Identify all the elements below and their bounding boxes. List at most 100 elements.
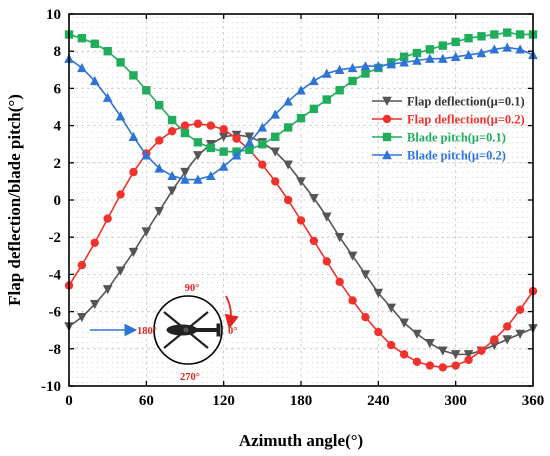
inset-label-180: 180° <box>137 326 157 337</box>
data-point <box>348 76 357 86</box>
legend-swatch-marker <box>382 132 392 142</box>
data-point <box>503 322 512 331</box>
data-point <box>451 361 460 370</box>
data-point <box>141 150 152 160</box>
data-point <box>193 151 203 161</box>
data-point <box>218 161 229 171</box>
data-point <box>193 119 203 128</box>
data-point <box>515 44 525 54</box>
legend-entry: Blade pitch(μ=0.2) <box>372 149 506 163</box>
data-point <box>116 58 125 67</box>
data-point <box>283 123 293 132</box>
data-point <box>296 113 306 123</box>
data-point <box>193 138 203 147</box>
data-point <box>270 147 281 157</box>
data-point <box>515 329 525 339</box>
legend-entry: Flap deflection(μ=0.2) <box>372 113 525 127</box>
data-point <box>128 131 139 141</box>
legend-entry: Flap deflection(μ=0.1) <box>372 95 525 109</box>
y-tick-label: -2 <box>49 230 62 246</box>
data-point <box>399 318 409 328</box>
legend: Flap deflection(μ=0.1) Flap deflection(μ=… <box>372 95 525 163</box>
data-point <box>206 121 215 130</box>
data-point <box>77 33 87 43</box>
helicopter-icon <box>163 311 221 349</box>
data-point <box>334 64 345 74</box>
data-point <box>425 339 435 349</box>
y-tick-label: -4 <box>49 267 62 283</box>
y-tick-label: 8 <box>54 44 62 60</box>
data-point <box>206 143 215 153</box>
data-point <box>450 51 461 61</box>
data-point <box>463 49 474 60</box>
data-point <box>77 312 87 323</box>
data-point <box>412 329 422 339</box>
data-point <box>244 137 255 147</box>
data-point <box>271 177 280 186</box>
data-point <box>322 257 331 266</box>
data-point <box>399 52 409 61</box>
data-point <box>373 288 384 298</box>
data-point <box>309 236 319 246</box>
data-point <box>232 134 241 143</box>
data-point <box>167 170 177 181</box>
inset-label-270: 270° <box>180 372 200 383</box>
data-point <box>193 174 203 184</box>
x-axis-title: Azimuth angle(°) <box>239 431 363 450</box>
y-tick-label: -8 <box>49 342 62 358</box>
data-point <box>321 68 332 78</box>
data-point <box>283 96 293 106</box>
data-point <box>489 44 500 54</box>
data-point <box>167 186 177 196</box>
x-tick-label: 180 <box>290 393 313 409</box>
data-point <box>296 177 306 187</box>
data-point <box>89 75 100 86</box>
data-point <box>322 95 331 104</box>
data-point <box>245 145 254 154</box>
y-tick-label: 0 <box>54 193 62 209</box>
x-tick-label: 240 <box>367 393 390 409</box>
data-point <box>515 305 525 314</box>
x-tick-label: 0 <box>65 393 73 409</box>
data-point <box>296 216 306 225</box>
data-point <box>103 214 112 223</box>
data-point <box>399 57 409 67</box>
data-point <box>129 71 138 80</box>
data-point <box>386 303 397 313</box>
data-point <box>271 132 280 141</box>
data-point <box>412 357 422 367</box>
axis-ticks: 0 60 120 180 240 300 360 -10 -8 -6 -4 -2 0 2 4 6 8 10 <box>41 7 544 409</box>
legend-label: Flap deflection(μ=0.1) <box>407 95 525 109</box>
data-point <box>103 47 112 56</box>
data-point <box>309 193 319 204</box>
data-point <box>347 62 358 73</box>
rotation-direction-arrow <box>224 295 239 330</box>
data-point <box>438 363 447 372</box>
legend-label: Flap deflection(μ=0.2) <box>407 113 525 127</box>
rotor-inset: 90° 180° 0° 270° <box>90 283 239 383</box>
y-axis-title: Flap deflection/blade pitch(°) <box>5 94 24 306</box>
inset-label-90: 90° <box>185 283 200 294</box>
data-point <box>348 296 357 305</box>
data-point <box>360 270 371 280</box>
data-point <box>450 350 461 360</box>
legend-label: Blade pitch(μ=0.2) <box>407 149 506 163</box>
data-point <box>155 100 164 110</box>
y-tick-label: 2 <box>54 156 62 172</box>
data-point <box>270 109 281 119</box>
data-point <box>115 266 126 276</box>
data-point <box>502 335 513 345</box>
data-point <box>412 55 422 65</box>
data-point <box>437 53 448 63</box>
data-point <box>283 195 293 205</box>
data-point <box>490 335 499 344</box>
data-point <box>502 42 513 52</box>
data-point <box>425 45 435 54</box>
data-point <box>141 227 152 237</box>
y-tick-label: 6 <box>54 81 62 97</box>
data-point <box>309 104 319 114</box>
data-point <box>463 350 474 360</box>
y-tick-label: -6 <box>49 305 62 321</box>
data-point <box>154 206 165 217</box>
